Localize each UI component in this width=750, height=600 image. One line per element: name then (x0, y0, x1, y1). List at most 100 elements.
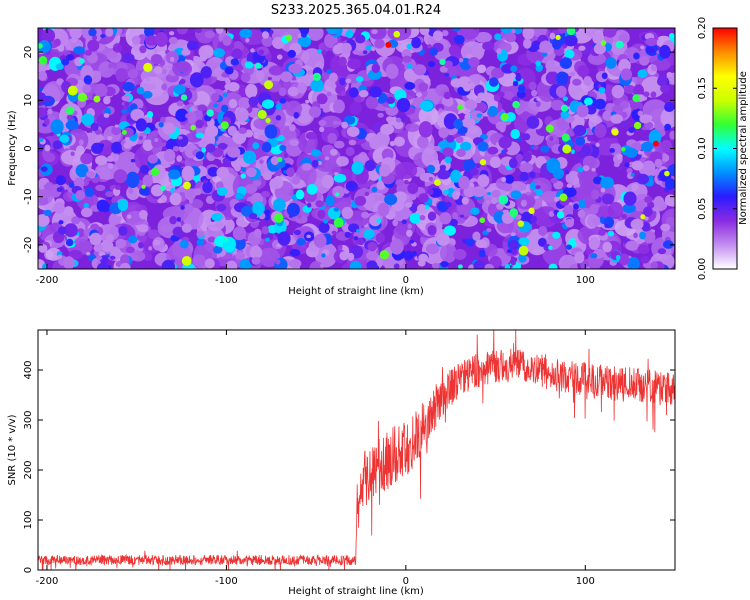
colorbar-ticks: 0.00 0.05 0.10 0.15 0.20 (697, 17, 737, 280)
spectrogram-marks (38, 28, 675, 269)
heatmap-blob (66, 54, 74, 61)
heatmap-background-cell (107, 51, 118, 59)
heatmap-blob (331, 166, 342, 176)
heatmap-blob (572, 78, 582, 86)
heatmap-blob (489, 77, 499, 87)
heatmap-blob (540, 145, 550, 153)
heatmap-blob (463, 82, 472, 92)
heatmap-blob (443, 97, 454, 107)
heatmap-blob (138, 186, 152, 196)
heatmap-blob (445, 201, 452, 208)
heatmap-blob (74, 177, 85, 189)
spectrogram-y-tick-label: -20 (23, 237, 34, 253)
heatmap-blob (595, 142, 600, 147)
heatmap-blob (588, 237, 600, 251)
heatmap-blob (261, 31, 270, 39)
heatmap-blob (386, 96, 395, 105)
heatmap-blob (297, 82, 307, 94)
heatmap-blob (225, 78, 231, 85)
heatmap-blob (216, 166, 230, 179)
heatmap-blob (458, 175, 470, 190)
heatmap-blob (151, 136, 162, 149)
heatmap-max-peak (652, 140, 659, 147)
heatmap-blob (432, 255, 440, 263)
snr-y-tick-label: 300 (23, 410, 34, 429)
heatmap-blob (189, 72, 204, 88)
heatmap-blob (289, 124, 296, 132)
heatmap-blob (376, 218, 382, 224)
heatmap-blob (657, 74, 668, 87)
heatmap-blob (552, 231, 561, 239)
heatmap-peak (333, 217, 344, 228)
heatmap-blob (395, 117, 402, 123)
heatmap-blob (205, 143, 216, 153)
heatmap-blob (333, 173, 347, 183)
heatmap-background-cell (418, 105, 439, 126)
heatmap-blob (221, 104, 229, 113)
heatmap-blob (419, 28, 430, 36)
heatmap-blob (260, 190, 271, 198)
heatmap-blob (627, 256, 640, 269)
heatmap-peak (479, 159, 487, 166)
heatmap-blob (416, 92, 423, 98)
heatmap-blob (570, 149, 576, 155)
heatmap-blob (150, 53, 163, 65)
heatmap-blob (535, 101, 541, 107)
heatmap-peak (181, 255, 192, 266)
heatmap-peak (285, 34, 293, 41)
heatmap-blob (157, 198, 164, 204)
heatmap-blob (499, 124, 506, 133)
heatmap-blob (365, 96, 379, 110)
spectrogram-x-tick-label: -200 (36, 275, 59, 286)
heatmap-blob (238, 259, 252, 269)
heatmap-blob (530, 191, 537, 197)
heatmap-blob (573, 124, 587, 137)
heatmap-blob (306, 202, 312, 208)
heatmap-blob (244, 183, 258, 194)
heatmap-blob (438, 127, 449, 139)
heatmap-peak (556, 211, 565, 219)
heatmap-background-cell (307, 28, 324, 41)
heatmap-blob (541, 52, 548, 57)
heatmap-peak (65, 106, 75, 115)
heatmap-blob (601, 193, 615, 205)
heatmap-blob (57, 44, 65, 52)
heatmap-blob (38, 195, 49, 206)
heatmap-blob (217, 142, 228, 150)
heatmap-blob (390, 238, 404, 255)
spectrogram-x-tick-label: 100 (576, 275, 595, 286)
heatmap-blob (176, 217, 182, 222)
spectrogram-x-ticks: -200 -100 0 100 (36, 28, 595, 286)
heatmap-blob (131, 35, 141, 45)
heatmap-blob (597, 84, 602, 89)
heatmap-blob (602, 241, 613, 253)
heatmap-blob (95, 155, 108, 166)
heatmap-blob (57, 254, 63, 259)
heatmap-blob (121, 95, 131, 102)
heatmap-blob (461, 196, 469, 205)
heatmap-blob (144, 35, 159, 46)
heatmap-blob (184, 187, 196, 201)
heatmap-blob (444, 72, 450, 77)
heatmap-blob (144, 28, 155, 38)
heatmap-blob (615, 254, 621, 261)
heatmap-blob (153, 66, 163, 75)
heatmap-blob (230, 58, 240, 66)
heatmap-blob (68, 182, 75, 188)
heatmap-blob (297, 214, 302, 219)
heatmap-blob (228, 98, 238, 109)
heatmap-blob (438, 108, 443, 112)
heatmap-blob (549, 32, 556, 40)
heatmap-blob (185, 113, 190, 119)
heatmap-blob (160, 116, 166, 123)
heatmap-blob (452, 28, 461, 32)
heatmap-blob (669, 130, 675, 140)
heatmap-blob (550, 177, 558, 184)
heatmap-blob (559, 57, 573, 69)
heatmap-blob (338, 77, 347, 86)
heatmap-blob (443, 60, 453, 69)
heatmap-peak (254, 62, 262, 69)
heatmap-blob (416, 135, 429, 149)
heatmap-blob (633, 52, 640, 60)
heatmap-background-cell (137, 224, 149, 233)
